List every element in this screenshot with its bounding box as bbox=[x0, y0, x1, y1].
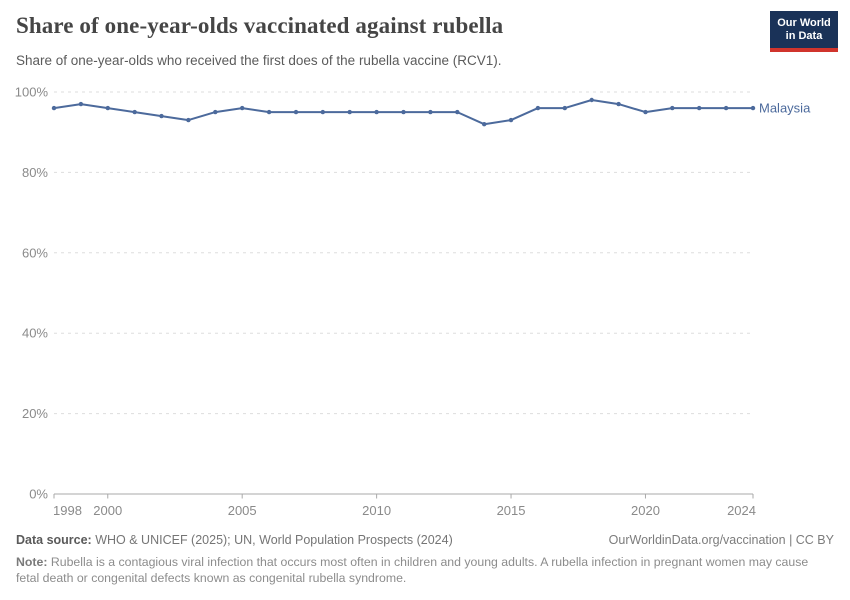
data-point bbox=[78, 101, 84, 107]
x-tick-label: 2000 bbox=[93, 503, 122, 518]
data-point bbox=[374, 109, 379, 115]
data-point bbox=[159, 113, 164, 119]
footer-note: Note: Rubella is a contagious viral infe… bbox=[16, 554, 824, 586]
data-point bbox=[428, 109, 433, 115]
data-point bbox=[347, 109, 352, 115]
data-point bbox=[723, 105, 729, 111]
y-tick-label: 60% bbox=[22, 245, 48, 260]
data-point bbox=[670, 105, 675, 111]
data-point bbox=[643, 109, 648, 115]
data-point bbox=[616, 101, 621, 107]
chart-subtitle: Share of one-year-olds who received the … bbox=[16, 53, 502, 68]
data-point bbox=[51, 105, 57, 111]
owid-logo[interactable]: Our World in Data bbox=[770, 11, 838, 52]
data-point bbox=[213, 109, 218, 115]
data-point bbox=[562, 105, 567, 111]
y-tick-label: 40% bbox=[22, 326, 48, 341]
data-point bbox=[132, 109, 137, 115]
x-tick-label: 2024 bbox=[727, 503, 756, 518]
y-tick-label: 80% bbox=[22, 165, 48, 180]
owid-logo-line2: in Data bbox=[785, 30, 823, 42]
data-point bbox=[750, 105, 756, 111]
data-point bbox=[186, 117, 191, 123]
x-tick-label: 1998 bbox=[53, 503, 82, 518]
data-point bbox=[401, 109, 406, 115]
y-tick-label: 100% bbox=[15, 85, 49, 100]
data-source-line: Data source: WHO & UNICEF (2025); UN, Wo… bbox=[16, 533, 453, 547]
x-tick-label: 2005 bbox=[228, 503, 257, 518]
series-entity-label: Malaysia bbox=[759, 101, 811, 116]
data-point bbox=[697, 105, 702, 111]
data-point bbox=[482, 122, 487, 127]
data-point bbox=[105, 105, 111, 111]
x-tick-label: 2020 bbox=[631, 503, 660, 518]
y-tick-label: 0% bbox=[29, 487, 48, 502]
data-source-text: WHO & UNICEF (2025); UN, World Populatio… bbox=[95, 533, 453, 547]
data-point bbox=[320, 109, 325, 115]
data-point bbox=[240, 105, 245, 111]
y-tick-label: 20% bbox=[22, 406, 48, 421]
x-tick-label: 2015 bbox=[497, 503, 526, 518]
data-point bbox=[589, 97, 594, 103]
data-point bbox=[266, 109, 272, 115]
data-point bbox=[455, 109, 460, 115]
chart-footer: Data source: WHO & UNICEF (2025); UN, Wo… bbox=[16, 533, 834, 586]
footer-note-label: Note: bbox=[16, 555, 48, 569]
footer-license-link[interactable]: OurWorldinData.org/vaccination | CC BY bbox=[608, 533, 834, 547]
data-point bbox=[293, 109, 299, 115]
x-tick-label: 2010 bbox=[362, 503, 391, 518]
page-title: Share of one-year-olds vaccinated agains… bbox=[16, 13, 504, 38]
footer-note-text: Rubella is a contagious viral infection … bbox=[16, 555, 809, 585]
data-source-label: Data source: bbox=[16, 533, 92, 547]
owid-logo-line1: Our World bbox=[777, 17, 831, 29]
data-point bbox=[535, 105, 541, 111]
data-point bbox=[508, 117, 514, 123]
